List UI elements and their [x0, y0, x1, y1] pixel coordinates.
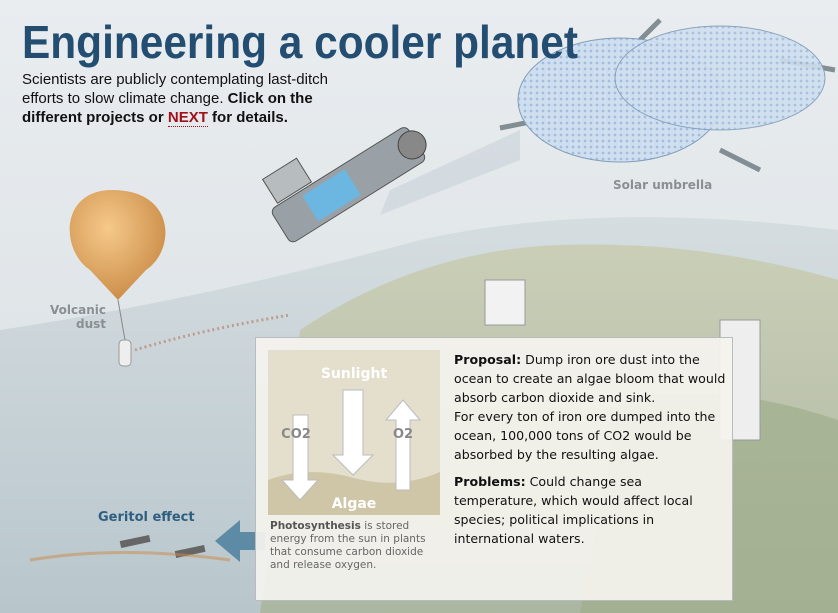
project-label[interactable]: Volcanic dust: [36, 303, 106, 331]
diagram-caption: Photosynthesis is stored energy from the…: [270, 520, 440, 572]
project-label[interactable]: Solar umbrella: [613, 178, 712, 192]
panel-text: Proposal: Dump iron ore dust into the oc…: [454, 350, 726, 548]
diagram-label: Sunlight: [321, 366, 388, 382]
proposal: Proposal: Dump iron ore dust into the oc…: [454, 350, 726, 407]
page-title: Engineering a cooler planet: [22, 16, 578, 68]
diagram-label: CO2: [281, 427, 311, 442]
next-link[interactable]: NEXT: [168, 109, 208, 127]
info-panel: Sunlight CO2 O2 Algae Photosynthesis is …: [255, 337, 733, 601]
intro-end: for details.: [212, 109, 288, 126]
project-label[interactable]: Geritol effect: [98, 510, 195, 525]
proposal-label: Proposal:: [454, 352, 521, 367]
proposal-detail: For every ton of iron ore dumped into th…: [454, 407, 726, 464]
problems-label: Problems:: [454, 474, 526, 489]
diagram-label: O2: [393, 427, 413, 442]
caption-term: Photosynthesis: [270, 520, 361, 532]
problems: Problems: Could change sea temperature, …: [454, 472, 726, 548]
photosynthesis-diagram: Sunlight CO2 O2 Algae: [268, 350, 440, 515]
intro-text: Scientists are publicly contemplating la…: [22, 70, 342, 127]
diagram-label: Algae: [332, 496, 377, 512]
infographic: Engineering a cooler planet Scientists a…: [0, 0, 838, 613]
